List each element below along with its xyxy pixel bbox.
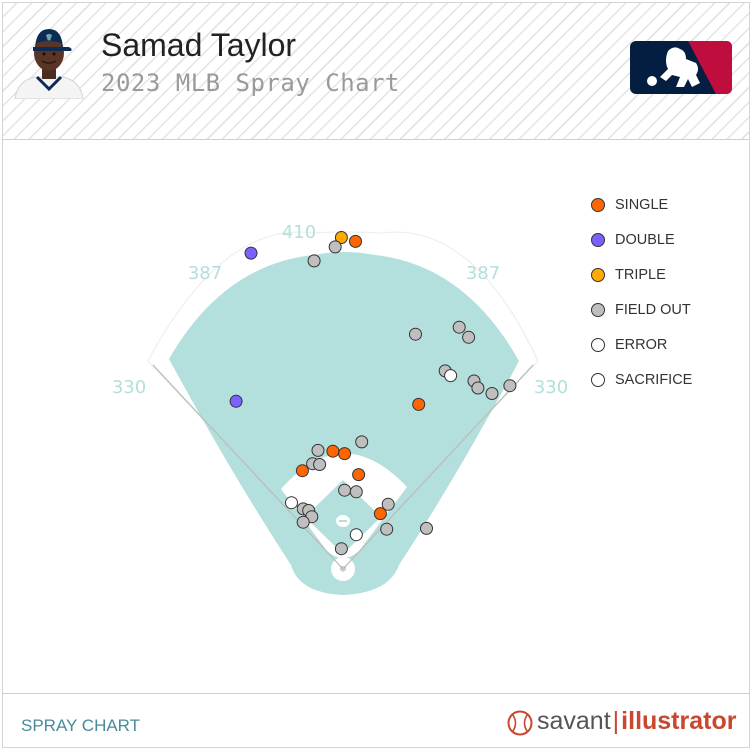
point-double-1[interactable] <box>229 394 243 408</box>
point-single-5[interactable] <box>295 464 309 478</box>
batted-ball-points <box>229 231 517 556</box>
point-single-3[interactable] <box>349 234 362 248</box>
distance-label-left-center: 387 <box>188 263 222 284</box>
triple-swatch-icon <box>591 268 605 282</box>
brand-separator: | <box>612 707 620 735</box>
legend-label: TRIPLE <box>615 267 666 283</box>
foul-line-left <box>152 364 344 570</box>
legend-label: DOUBLE <box>615 232 675 248</box>
point-field-out-13[interactable] <box>452 320 466 334</box>
field-out-swatch-icon <box>591 303 605 317</box>
point-field-out-12[interactable] <box>409 327 422 341</box>
point-field-out-18[interactable] <box>485 387 499 400</box>
point-error-35[interactable] <box>285 496 298 510</box>
point-field-out-19[interactable] <box>503 379 517 393</box>
single-swatch-icon <box>591 198 605 212</box>
footer-label: SPRAY CHART <box>21 716 141 735</box>
point-single-4[interactable] <box>412 397 426 411</box>
spray-chart: 330 387 410 387 330 <box>112 222 568 595</box>
point-field-out-24[interactable] <box>338 483 352 497</box>
brand-illustrator: illustrator <box>621 707 737 735</box>
distance-label-center: 410 <box>282 222 316 243</box>
distance-label-right-line: 330 <box>534 377 568 398</box>
chart-header: Samad Taylor 2023 MLB Spray Chart <box>3 3 749 140</box>
point-field-out-30[interactable] <box>381 497 395 511</box>
pitching-rubber <box>339 520 347 522</box>
player-headshot-icon <box>14 29 84 99</box>
brand-savant: savant <box>537 707 611 735</box>
point-field-out-10[interactable] <box>307 254 321 268</box>
outfield-grass <box>169 252 519 595</box>
point-triple-2[interactable] <box>334 231 348 244</box>
point-single-8[interactable] <box>352 468 366 482</box>
point-field-out-25[interactable] <box>349 485 363 499</box>
mlb-logo-icon <box>630 41 732 94</box>
point-field-out-22[interactable] <box>313 458 327 471</box>
error-swatch-icon <box>591 338 605 352</box>
point-single-7[interactable] <box>338 447 352 461</box>
legend-label: FIELD OUT <box>615 302 691 318</box>
chart-footer: SPRAY CHART savant|illustrator <box>3 693 749 748</box>
sacrifice-swatch-icon <box>591 373 605 387</box>
chart-subtitle: 2023 MLB Spray Chart <box>101 69 400 97</box>
baseball-icon <box>507 710 533 736</box>
legend-label: SINGLE <box>615 197 669 213</box>
point-single-9[interactable] <box>373 507 387 521</box>
point-field-out-31[interactable] <box>380 522 394 536</box>
ballpark-field: 330 387 410 387 330 <box>112 222 568 595</box>
point-field-out-17[interactable] <box>471 381 485 395</box>
distance-label-right-center: 387 <box>466 263 500 284</box>
point-field-out-23[interactable] <box>355 435 369 449</box>
brand-text: savant|illustrator <box>537 707 736 736</box>
double-swatch-icon <box>591 233 605 247</box>
point-field-out-14[interactable] <box>462 330 476 344</box>
point-double-0[interactable] <box>244 246 258 260</box>
legend-label: ERROR <box>615 337 668 353</box>
point-single-6[interactable] <box>326 444 340 458</box>
point-field-out-29[interactable] <box>296 515 310 529</box>
point-field-out-20[interactable] <box>311 443 325 457</box>
foul-line-right <box>342 364 534 570</box>
point-field-out-11[interactable] <box>328 240 342 254</box>
point-field-out-32[interactable] <box>420 521 433 535</box>
point-error-36[interactable] <box>349 528 363 542</box>
point-error-34[interactable] <box>444 369 458 383</box>
legend-label: SACRIFICE <box>615 372 693 388</box>
distance-label-left-line: 330 <box>112 377 146 398</box>
savant-illustrator-brand[interactable]: savant|illustrator <box>507 706 739 740</box>
point-field-out-33[interactable] <box>334 542 348 556</box>
player-name: Samad Taylor <box>101 27 297 63</box>
